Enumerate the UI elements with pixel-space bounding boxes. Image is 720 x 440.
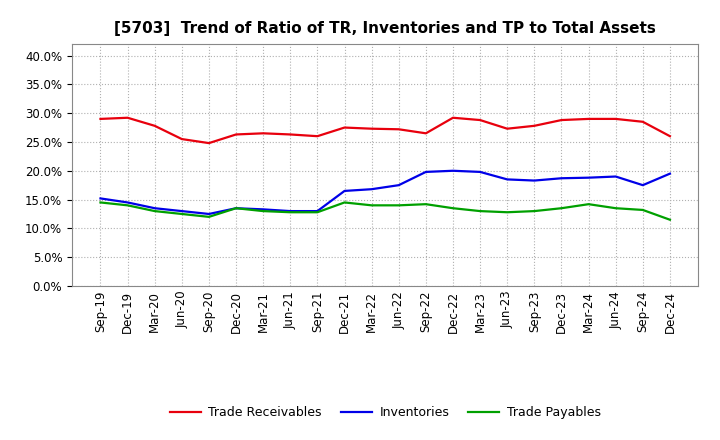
- Trade Payables: [286, 209, 294, 215]
- Trade Receivables: [123, 115, 132, 121]
- Trade Payables: [313, 209, 322, 215]
- Inventories: [367, 187, 376, 192]
- Inventories: [530, 178, 539, 183]
- Inventories: [421, 169, 430, 175]
- Trade Payables: [204, 214, 213, 220]
- Inventories: [557, 176, 566, 181]
- Trade Receivables: [665, 134, 674, 139]
- Trade Payables: [367, 203, 376, 208]
- Trade Receivables: [232, 132, 240, 137]
- Trade Receivables: [313, 134, 322, 139]
- Trade Receivables: [204, 140, 213, 146]
- Trade Receivables: [503, 126, 511, 131]
- Inventories: [584, 175, 593, 180]
- Trade Payables: [150, 209, 159, 214]
- Trade Payables: [557, 205, 566, 211]
- Legend: Trade Receivables, Inventories, Trade Payables: Trade Receivables, Inventories, Trade Pa…: [165, 401, 606, 424]
- Inventories: [123, 200, 132, 205]
- Trade Payables: [530, 209, 539, 214]
- Inventories: [178, 209, 186, 214]
- Inventories: [611, 174, 620, 179]
- Trade Receivables: [259, 131, 268, 136]
- Trade Receivables: [611, 116, 620, 121]
- Trade Payables: [449, 205, 457, 211]
- Line: Inventories: Inventories: [101, 171, 670, 214]
- Trade Payables: [341, 200, 349, 205]
- Trade Receivables: [395, 127, 403, 132]
- Trade Payables: [639, 207, 647, 213]
- Inventories: [341, 188, 349, 194]
- Trade Receivables: [476, 117, 485, 123]
- Trade Payables: [178, 211, 186, 216]
- Inventories: [313, 209, 322, 214]
- Trade Receivables: [449, 115, 457, 121]
- Trade Payables: [123, 203, 132, 208]
- Trade Receivables: [150, 123, 159, 128]
- Trade Payables: [611, 205, 620, 211]
- Trade Receivables: [530, 123, 539, 128]
- Inventories: [639, 183, 647, 188]
- Trade Payables: [421, 202, 430, 207]
- Trade Payables: [395, 203, 403, 208]
- Trade Receivables: [557, 117, 566, 123]
- Trade Payables: [503, 209, 511, 215]
- Trade Receivables: [178, 136, 186, 142]
- Title: [5703]  Trend of Ratio of TR, Inventories and TP to Total Assets: [5703] Trend of Ratio of TR, Inventories…: [114, 21, 656, 36]
- Trade Payables: [232, 205, 240, 211]
- Trade Receivables: [421, 131, 430, 136]
- Inventories: [204, 211, 213, 216]
- Trade Receivables: [367, 126, 376, 131]
- Trade Receivables: [639, 119, 647, 125]
- Inventories: [449, 168, 457, 173]
- Inventories: [150, 205, 159, 211]
- Trade Payables: [665, 217, 674, 222]
- Trade Payables: [96, 200, 105, 205]
- Trade Receivables: [286, 132, 294, 137]
- Trade Receivables: [96, 116, 105, 121]
- Inventories: [476, 169, 485, 175]
- Trade Receivables: [341, 125, 349, 130]
- Inventories: [232, 205, 240, 211]
- Inventories: [259, 207, 268, 212]
- Inventories: [503, 177, 511, 182]
- Inventories: [286, 209, 294, 214]
- Inventories: [96, 196, 105, 201]
- Inventories: [665, 171, 674, 176]
- Trade Payables: [476, 209, 485, 214]
- Inventories: [395, 183, 403, 188]
- Trade Payables: [259, 209, 268, 214]
- Line: Trade Receivables: Trade Receivables: [101, 118, 670, 143]
- Trade Receivables: [584, 116, 593, 121]
- Line: Trade Payables: Trade Payables: [101, 202, 670, 220]
- Trade Payables: [584, 202, 593, 207]
